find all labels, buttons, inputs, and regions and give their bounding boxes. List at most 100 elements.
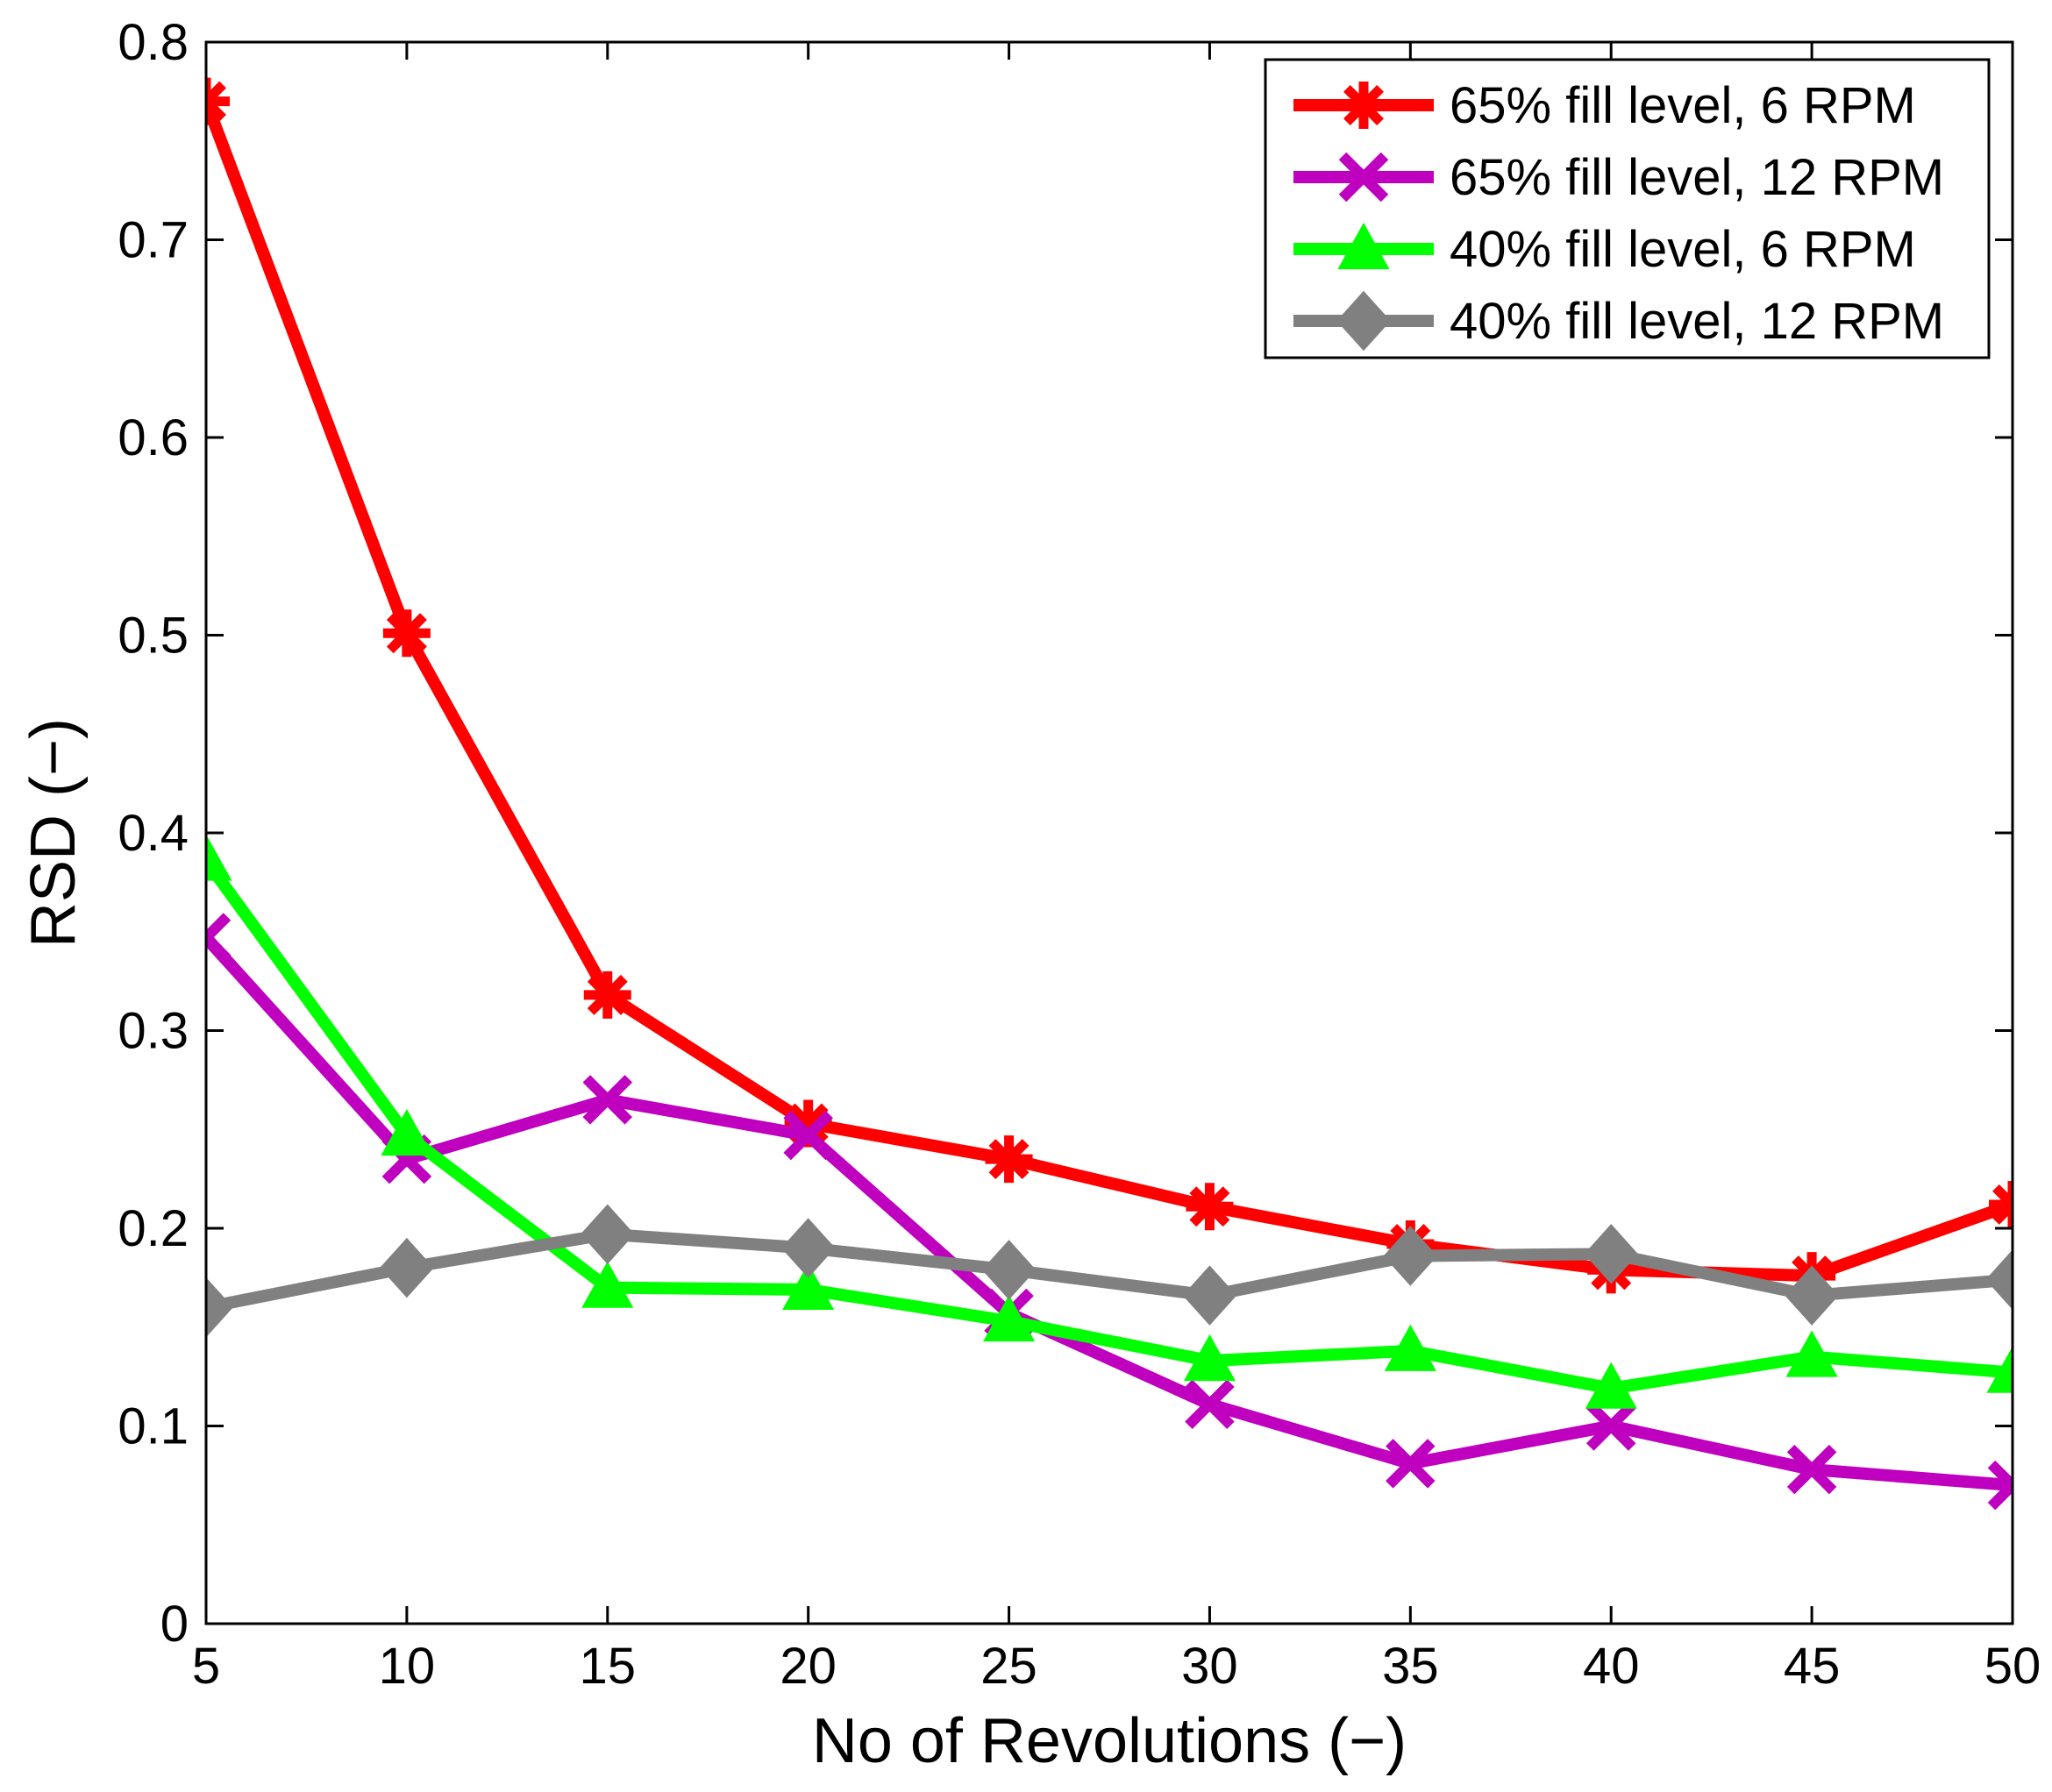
x-axis-label: No of Revolutions (−) (812, 1706, 1407, 1776)
x-tick-label: 20 (780, 1638, 837, 1695)
legend-marker (1337, 222, 1390, 270)
data-point (1785, 1265, 1839, 1326)
legend-entry: 40% fill level, 6 RPM (1293, 221, 1916, 278)
marker-x-stroke (206, 930, 232, 963)
marker-triangle (206, 834, 232, 881)
data-point (782, 1262, 835, 1311)
marker-diamond (206, 1276, 233, 1338)
y-tick-label: 0.7 (118, 212, 189, 269)
data-point (983, 1294, 1036, 1342)
data-point (1384, 1324, 1436, 1371)
marker-x-stroke (1987, 1460, 2013, 1493)
data-point (582, 1075, 633, 1125)
marker-asterisk-stroke (1992, 1198, 2013, 1225)
series-markers (206, 834, 2013, 1409)
y-tick-label: 0 (160, 1596, 189, 1653)
data-point (381, 1108, 433, 1156)
data-point (1989, 1180, 2013, 1228)
marker-diamond (380, 1237, 434, 1298)
marker-asterisk-stroke (587, 974, 628, 1015)
series-line (206, 933, 2013, 1492)
marker-triangle (983, 1294, 1036, 1342)
data-point (1383, 1226, 1438, 1286)
marker-x-stroke (206, 913, 232, 946)
marker-diamond (1584, 1224, 1639, 1284)
marker-triangle (1384, 1324, 1436, 1371)
marker-asterisk-stroke (988, 1139, 1030, 1180)
x-tick-label: 45 (1784, 1638, 1841, 1695)
legend-label: 40% fill level, 12 RPM (1450, 293, 1944, 350)
legend-marker (1338, 152, 1389, 203)
marker-x-stroke (1338, 152, 1389, 203)
data-point (1585, 1362, 1637, 1409)
legend-entry: 40% fill level, 12 RPM (1293, 290, 1944, 352)
series-line (206, 857, 2013, 1395)
x-tick-label: 25 (980, 1638, 1037, 1695)
x-tick-label: 50 (1984, 1638, 2041, 1695)
data-point (1584, 1224, 1639, 1284)
data-point (1185, 1379, 1235, 1429)
data-point (780, 1218, 836, 1278)
series-markers (206, 1204, 2013, 1338)
marker-asterisk-stroke (206, 94, 226, 122)
marker-diamond (1383, 1226, 1438, 1286)
series-layer (206, 77, 2013, 1511)
data-point (206, 834, 232, 881)
data-point (1386, 1439, 1436, 1489)
marker-diamond (1785, 1265, 1839, 1326)
legend-marker (1336, 290, 1391, 352)
y-tick-label: 0.8 (118, 14, 189, 71)
marker-x-stroke (1585, 1401, 1636, 1451)
data-point (583, 971, 631, 1019)
data-point (380, 1237, 434, 1298)
data-point (581, 1261, 634, 1308)
marker-diamond (981, 1240, 1037, 1300)
legend-label: 65% fill level, 6 RPM (1450, 77, 1916, 134)
legend-marker (1340, 82, 1387, 129)
marker-triangle (1986, 1346, 2013, 1393)
x-tick-label: 30 (1181, 1638, 1238, 1695)
legend-label: 65% fill level, 12 RPM (1450, 149, 1944, 206)
y-tick-label: 0.5 (118, 608, 189, 665)
data-point (985, 1135, 1033, 1184)
marker-x-stroke (1386, 1439, 1436, 1489)
data-point (1182, 1265, 1237, 1326)
data-point (206, 913, 232, 963)
series-4 (206, 1204, 2013, 1338)
data-point (206, 1276, 233, 1338)
legend-label: 40% fill level, 6 RPM (1450, 221, 1916, 278)
y-tick-label: 0.6 (118, 409, 189, 466)
marker-asterisk-stroke (206, 81, 226, 109)
marker-diamond (1336, 290, 1391, 352)
marker-diamond (1985, 1249, 2013, 1310)
x-tick-label: 15 (580, 1638, 637, 1695)
marker-x-stroke (1185, 1379, 1235, 1429)
data-point (1985, 1249, 2013, 1310)
marker-diamond (1182, 1265, 1237, 1326)
data-point (580, 1204, 635, 1265)
marker-asterisk-stroke (386, 613, 427, 654)
marker-diamond (580, 1204, 635, 1265)
y-axis-label: RSD (−) (18, 718, 89, 948)
x-tick-label: 35 (1382, 1638, 1439, 1695)
series-line (206, 1227, 2013, 1314)
series-3 (206, 834, 2013, 1409)
marker-x-stroke (783, 1110, 833, 1161)
marker-asterisk-stroke (1992, 1184, 2013, 1212)
data-point (206, 77, 230, 125)
data-point (1183, 1333, 1236, 1382)
data-point (1987, 1460, 2013, 1511)
legend-entry: 65% fill level, 6 RPM (1293, 77, 1916, 134)
y-tick-label: 0.3 (118, 1003, 189, 1060)
marker-x-stroke (582, 1075, 633, 1125)
marker-triangle (1585, 1362, 1637, 1409)
data-point (1786, 1444, 1837, 1495)
marker-triangle (782, 1262, 835, 1311)
marker-x-stroke (1987, 1477, 2013, 1511)
marker-asterisk-stroke (1343, 85, 1384, 125)
marker-diamond (780, 1218, 836, 1278)
x-tick-label: 10 (379, 1638, 436, 1695)
legend-entry: 65% fill level, 12 RPM (1293, 149, 1944, 206)
x-tick-label: 5 (192, 1638, 220, 1695)
